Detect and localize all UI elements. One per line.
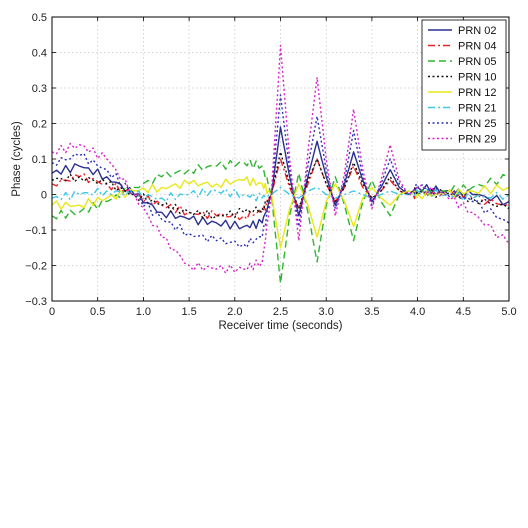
y-tick-label: −0.1	[25, 225, 47, 237]
series-line	[51, 176, 510, 249]
x-tick-label: 2.5	[273, 306, 288, 318]
series-line	[51, 159, 510, 284]
legend-label: PRN 21	[458, 103, 497, 115]
x-tick-label: 3.0	[319, 306, 334, 318]
legend-label: PRN 02	[458, 25, 497, 37]
y-tick-label: 0.1	[32, 154, 47, 166]
x-tick-label: 1.5	[181, 306, 196, 318]
y-tick-label: 0.2	[32, 119, 47, 131]
legend-label: PRN 04	[458, 41, 497, 53]
x-axis-ticks: 0 0.5 1.0 1.5 2.0 2.5 3.0 3.5 4.0 4.5 5.0	[49, 17, 517, 318]
series-line	[51, 186, 510, 203]
legend-box	[421, 19, 507, 151]
series-line	[51, 151, 510, 220]
legend-label: PRN 05	[458, 56, 497, 68]
x-tick-label: 4.0	[410, 306, 425, 318]
x-tick-label: 0	[49, 306, 55, 318]
legend-label: PRN 12	[458, 87, 497, 99]
series-layer	[51, 44, 510, 284]
legend: PRN 02 PRN 04 PRN 05 PRN 10 PRN 12 PRN 21 PRN …	[421, 19, 507, 151]
x-tick-label: 0.5	[90, 306, 105, 318]
x-tick-label: 3.5	[364, 306, 379, 318]
y-tick-label: 0.4	[32, 48, 47, 60]
y-tick-label: 0	[41, 190, 47, 202]
y-axis-ticks: −0.3 −0.2 −0.1 0 0.1 0.2 0.3 0.4 0.5	[25, 12, 509, 308]
legend-label: PRN 29	[458, 134, 497, 146]
legend-label: PRN 10	[458, 72, 497, 84]
x-tick-label: 5.0	[501, 306, 516, 318]
y-tick-label: 0.3	[32, 83, 47, 95]
series-line	[51, 126, 510, 230]
y-tick-label: 0.5	[32, 12, 47, 24]
x-tick-label: 2.0	[227, 306, 242, 318]
y-axis-title: Phase (cycles)	[11, 121, 23, 197]
x-tick-label: 4.5	[456, 306, 471, 318]
series-line	[51, 44, 510, 274]
x-axis-title: Receiver time (seconds)	[219, 320, 343, 332]
y-tick-label: −0.2	[25, 261, 47, 273]
series-line	[51, 94, 510, 248]
y-tick-label: −0.3	[25, 296, 47, 308]
x-tick-label: 1.0	[136, 306, 151, 318]
legend-label: PRN 25	[458, 118, 497, 130]
